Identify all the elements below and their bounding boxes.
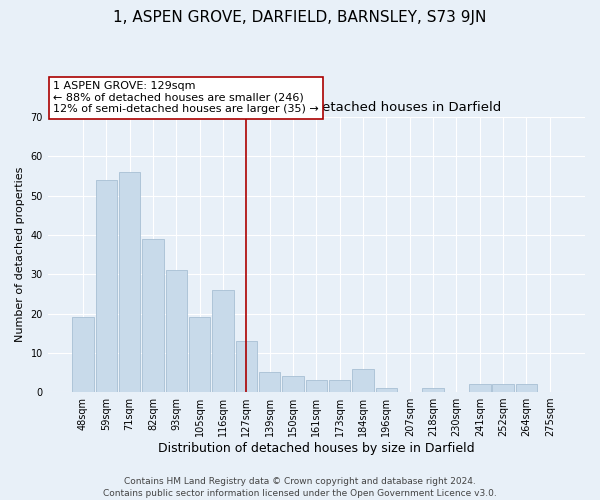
Bar	[72, 318, 94, 392]
Bar	[259, 372, 280, 392]
Text: Contains HM Land Registry data © Crown copyright and database right 2024.
Contai: Contains HM Land Registry data © Crown c…	[103, 476, 497, 498]
Title: Size of property relative to detached houses in Darfield: Size of property relative to detached ho…	[131, 102, 502, 114]
Bar	[329, 380, 350, 392]
X-axis label: Distribution of detached houses by size in Darfield: Distribution of detached houses by size …	[158, 442, 475, 455]
Bar	[166, 270, 187, 392]
Bar	[493, 384, 514, 392]
Bar	[422, 388, 444, 392]
Text: 1 ASPEN GROVE: 129sqm
← 88% of detached houses are smaller (246)
12% of semi-det: 1 ASPEN GROVE: 129sqm ← 88% of detached …	[53, 81, 319, 114]
Bar	[119, 172, 140, 392]
Bar	[516, 384, 537, 392]
Bar	[469, 384, 491, 392]
Bar	[376, 388, 397, 392]
Bar	[305, 380, 327, 392]
Bar	[189, 318, 211, 392]
Bar	[95, 180, 117, 392]
Bar	[212, 290, 234, 392]
Bar	[142, 239, 164, 392]
Bar	[236, 341, 257, 392]
Bar	[352, 368, 374, 392]
Text: 1, ASPEN GROVE, DARFIELD, BARNSLEY, S73 9JN: 1, ASPEN GROVE, DARFIELD, BARNSLEY, S73 …	[113, 10, 487, 25]
Bar	[283, 376, 304, 392]
Y-axis label: Number of detached properties: Number of detached properties	[15, 167, 25, 342]
